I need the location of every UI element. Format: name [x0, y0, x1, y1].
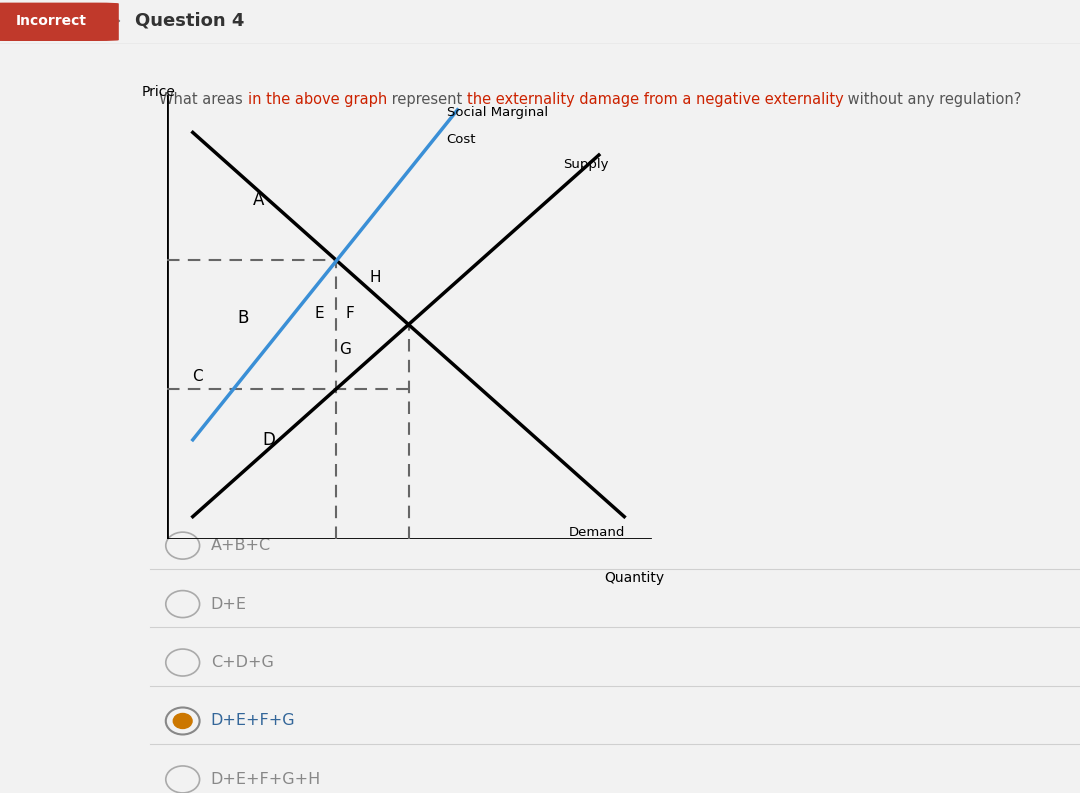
- Text: Supply: Supply: [564, 158, 609, 170]
- Text: H: H: [369, 270, 381, 285]
- Text: Social Marginal: Social Marginal: [447, 106, 548, 119]
- Text: G: G: [339, 342, 351, 357]
- Text: D+E+F+G: D+E+F+G: [211, 714, 296, 729]
- Text: What areas: What areas: [159, 92, 247, 107]
- Text: without any regulation?: without any regulation?: [843, 92, 1022, 107]
- Text: represent: represent: [387, 92, 467, 107]
- Text: the externality damage from a negative externality: the externality damage from a negative e…: [467, 92, 843, 107]
- Text: D+E: D+E: [211, 596, 247, 611]
- Text: Demand: Demand: [568, 527, 624, 539]
- Text: Quantity: Quantity: [605, 571, 664, 585]
- Text: A+B+C: A+B+C: [211, 538, 271, 554]
- Circle shape: [173, 714, 192, 729]
- Text: Cost: Cost: [447, 133, 476, 146]
- Text: C+D+G: C+D+G: [211, 655, 273, 670]
- FancyBboxPatch shape: [0, 2, 119, 41]
- Text: in the above graph: in the above graph: [247, 92, 387, 107]
- Text: C: C: [192, 369, 203, 384]
- Text: A: A: [253, 191, 265, 209]
- Text: E: E: [315, 306, 324, 320]
- Text: Incorrect: Incorrect: [15, 14, 86, 28]
- Text: F: F: [346, 306, 354, 320]
- Text: D: D: [262, 431, 275, 449]
- Text: Question 4: Question 4: [135, 12, 244, 30]
- Text: Price: Price: [143, 85, 176, 99]
- Text: B: B: [238, 308, 249, 327]
- Text: D+E+F+G+H: D+E+F+G+H: [211, 772, 321, 787]
